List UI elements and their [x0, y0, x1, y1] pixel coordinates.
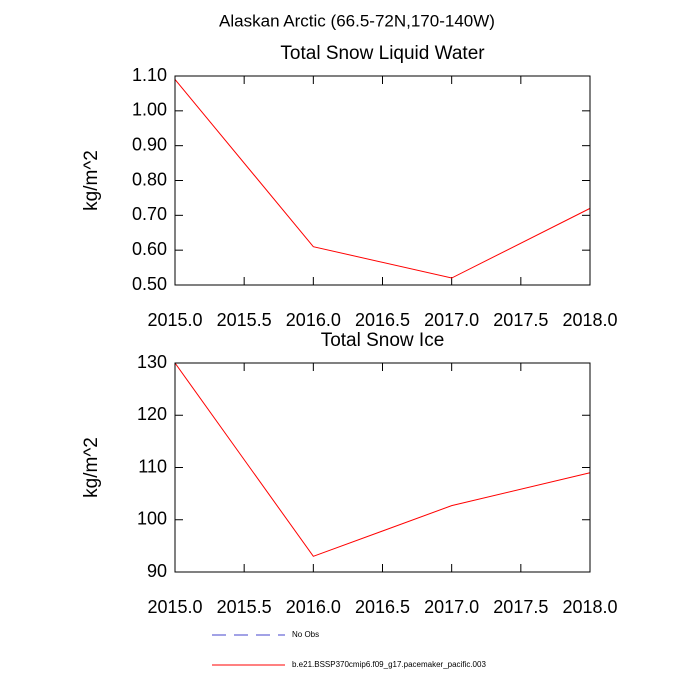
x-tick-label: 2017.0 — [424, 310, 479, 330]
chart-title: Total Snow Ice — [321, 330, 445, 351]
data-line — [174, 362, 591, 557]
plot-frame — [174, 362, 591, 573]
x-tick-label: 2018.0 — [562, 597, 617, 617]
x-tick-label: 2015.0 — [147, 310, 202, 330]
legend-label: No Obs — [292, 630, 319, 639]
y-axis-label: kg/m^2 — [81, 437, 102, 498]
x-tick-label: 2018.0 — [562, 310, 617, 330]
chart-title: Total Snow Liquid Water — [280, 43, 485, 64]
y-tick-label: 0.80 — [132, 169, 167, 189]
x-tick-label: 2017.0 — [424, 597, 479, 617]
y-tick-label: 110 — [138, 456, 167, 476]
y-tick-label: 1.00 — [132, 100, 167, 120]
y-axis-label: kg/m^2 — [81, 150, 102, 211]
x-tick-label: 2016.0 — [286, 597, 341, 617]
x-tick-label: 2015.5 — [217, 310, 272, 330]
x-tick-label: 2017.5 — [493, 597, 548, 617]
plot-frame — [174, 75, 591, 286]
x-tick-label: 2016.5 — [355, 597, 410, 617]
y-tick-label: 0.60 — [132, 239, 167, 259]
data-line — [174, 79, 591, 279]
x-tick-label: 2016.0 — [286, 310, 341, 330]
x-tick-label: 2015.5 — [217, 597, 272, 617]
y-tick-label: 1.10 — [132, 65, 167, 85]
x-tick-label: 2016.5 — [355, 310, 410, 330]
y-tick-label: 120 — [137, 404, 167, 424]
x-tick-label: 2015.0 — [147, 597, 202, 617]
y-tick-label: 100 — [137, 509, 167, 529]
y-tick-label: 0.70 — [132, 204, 167, 224]
legend-label: b.e21.BSSP370cmip6.f09_g17.pacemaker_pac… — [292, 660, 486, 669]
x-tick-label: 2017.5 — [493, 310, 548, 330]
y-tick-label: 90 — [147, 561, 167, 581]
y-tick-label: 130 — [137, 352, 167, 372]
y-tick-label: 0.50 — [132, 274, 167, 294]
figure-title: Alaskan Arctic (66.5-72N,170-140W) — [219, 11, 495, 30]
y-tick-label: 0.90 — [132, 134, 167, 154]
